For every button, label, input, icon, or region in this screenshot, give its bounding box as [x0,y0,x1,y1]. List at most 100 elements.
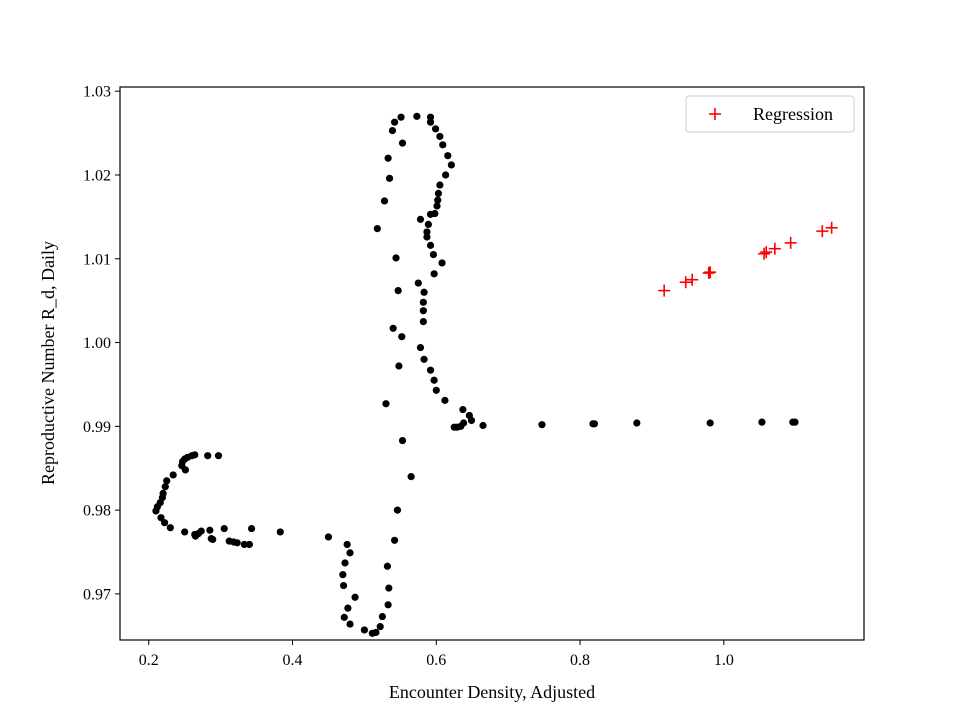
data-point [431,125,440,133]
data-point [389,324,397,332]
data-point [393,506,402,514]
regression-point [658,284,671,297]
y-tick-label: 1.02 [83,167,111,184]
regression-point [768,242,781,255]
x-tick-label: 0.8 [570,652,590,669]
data-point [388,126,397,135]
data-point [420,288,428,296]
data-point [351,593,359,601]
data-point [344,604,352,612]
data-point [341,559,349,567]
x-tick-label: 1.0 [714,652,734,669]
y-tick-label: 0.97 [83,586,111,603]
data-point [467,416,476,425]
data-point [240,540,248,549]
regression-point [816,225,829,238]
data-point [360,626,369,634]
regression-point [758,247,771,260]
data-point [429,250,438,259]
plot-frame [119,86,865,641]
data-point [479,421,487,430]
x-tick-label: 0.4 [283,652,303,669]
data-point [424,220,432,229]
data-point [414,279,422,287]
regression-point [760,246,773,259]
data-point [209,535,217,544]
data-point [394,287,402,295]
plot-area [152,112,838,637]
data-point [163,477,171,485]
y-tick-label: 0.99 [83,419,111,436]
data-point [426,210,435,218]
legend: Regression [685,95,855,133]
data-point [633,419,641,427]
data-point [247,524,256,533]
data-point [220,524,228,533]
data-point [340,613,348,621]
data-point [346,549,354,557]
data-point [538,421,546,429]
data-point [459,405,467,414]
regression-point [784,236,797,249]
data-point [450,423,458,431]
data-point [398,139,407,147]
data-point [439,141,447,149]
data-point [390,118,399,126]
data-point [380,197,389,205]
y-tick-label: 0.98 [83,503,111,520]
data-point [390,536,399,544]
data-point [385,174,394,182]
y-axis: 0.97 0.98 0.99 1.00 1.01 1.02 1.03 [83,84,120,603]
data-point [245,540,253,549]
data-point [416,215,425,223]
data-point [398,333,406,341]
data-point [430,270,438,278]
data-point [395,362,403,370]
x-tick-label: 0.2 [139,652,159,669]
data-point [373,225,381,233]
data-point [758,418,766,426]
regression-point [679,276,692,289]
data-point [204,452,212,460]
y-tick-label: 1.03 [83,84,111,101]
data-point [339,571,347,579]
data-point [383,562,392,570]
data-point [161,483,169,491]
data-point [181,466,190,474]
data-point [432,386,440,394]
data-point [181,528,189,536]
data-point [346,620,354,628]
data-point [324,533,333,541]
data-point [444,152,452,160]
x-axis-title: Encounter Density, Adjusted [389,682,595,702]
data-point [407,473,415,481]
data-point [206,526,214,534]
data-point [419,298,427,306]
data-point [426,366,435,374]
data-point [423,228,431,236]
x-tick-label: 0.6 [426,652,446,669]
data-point [436,132,444,141]
legend-frame [685,95,855,133]
data-point [413,112,421,120]
data-point [419,318,427,326]
data-point [416,343,425,352]
data-point [398,436,407,445]
regression-point [704,266,717,279]
y-axis-title: Reproductive Number R_d, Daily [38,241,58,485]
regression-point [825,221,838,234]
data-point [426,241,435,249]
legend-marker-regression [709,108,721,120]
data-point [169,471,177,479]
data-point [233,539,241,547]
x-axis: 0.2 0.4 0.6 0.8 1.0 [139,640,734,669]
legend-label-regression: Regression [753,104,833,124]
data-point [197,527,205,535]
data-point [434,189,443,198]
data-point [706,419,714,427]
data-point [426,118,435,126]
data-point [441,396,449,404]
data-point [368,629,376,637]
data-point [385,584,393,592]
data-point [590,420,599,428]
